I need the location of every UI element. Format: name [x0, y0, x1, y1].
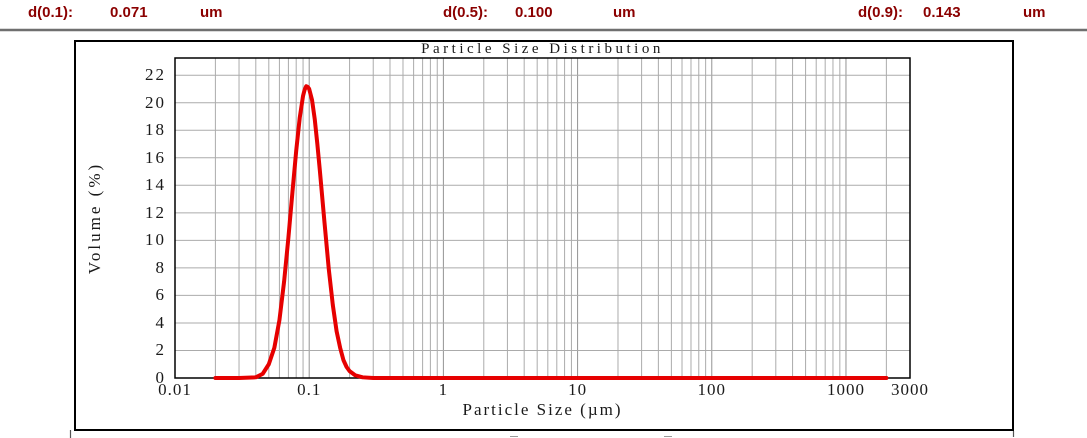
d90-label: d(0.9): — [858, 4, 903, 21]
x-axis-label: Particle Size (µm) — [462, 400, 623, 419]
x-tick-label: 100 — [697, 380, 727, 399]
d90-unit: um — [1023, 4, 1046, 21]
y-tick-label: 16 — [145, 147, 166, 167]
plot-area-border — [174, 57, 911, 379]
d10-unit: um — [200, 4, 223, 21]
y-tick-label: 22 — [145, 65, 166, 85]
y-tick-label: 20 — [145, 92, 166, 112]
d50-value: 0.100 — [515, 4, 553, 21]
y-tick-label: 6 — [155, 285, 166, 305]
y-tick-label: 2 — [155, 340, 166, 360]
x-tick-label: 0.1 — [297, 380, 322, 399]
y-tick-label: 18 — [145, 120, 166, 140]
distribution-curve — [213, 84, 889, 380]
d90-value: 0.143 — [923, 4, 961, 21]
y-axis-label: Volume (%) — [85, 161, 104, 275]
x-tick-label: 10 — [568, 380, 588, 399]
d50-label: d(0.5): — [443, 4, 488, 21]
d10-label: d(0.1): — [28, 4, 73, 21]
y-tick-label: 0 — [155, 368, 166, 387]
y-tick-label: 8 — [155, 257, 166, 277]
x-tick-label: 1000 — [826, 380, 865, 399]
d10-value: 0.071 — [110, 4, 148, 21]
x-tick-label: 0.01 — [158, 380, 192, 399]
x-tick-label: 3000 — [891, 380, 929, 399]
x-tick-label: 1 — [438, 380, 449, 399]
d50-unit: um — [613, 4, 636, 21]
y-tick-label: 4 — [155, 312, 166, 332]
y-tick-label: 10 — [145, 230, 166, 250]
chart-panel-border — [74, 40, 1014, 431]
y-tick-label: 12 — [145, 202, 166, 222]
chart-title: Particle Size Distribution — [421, 41, 664, 57]
y-tick-label: 14 — [145, 175, 166, 195]
